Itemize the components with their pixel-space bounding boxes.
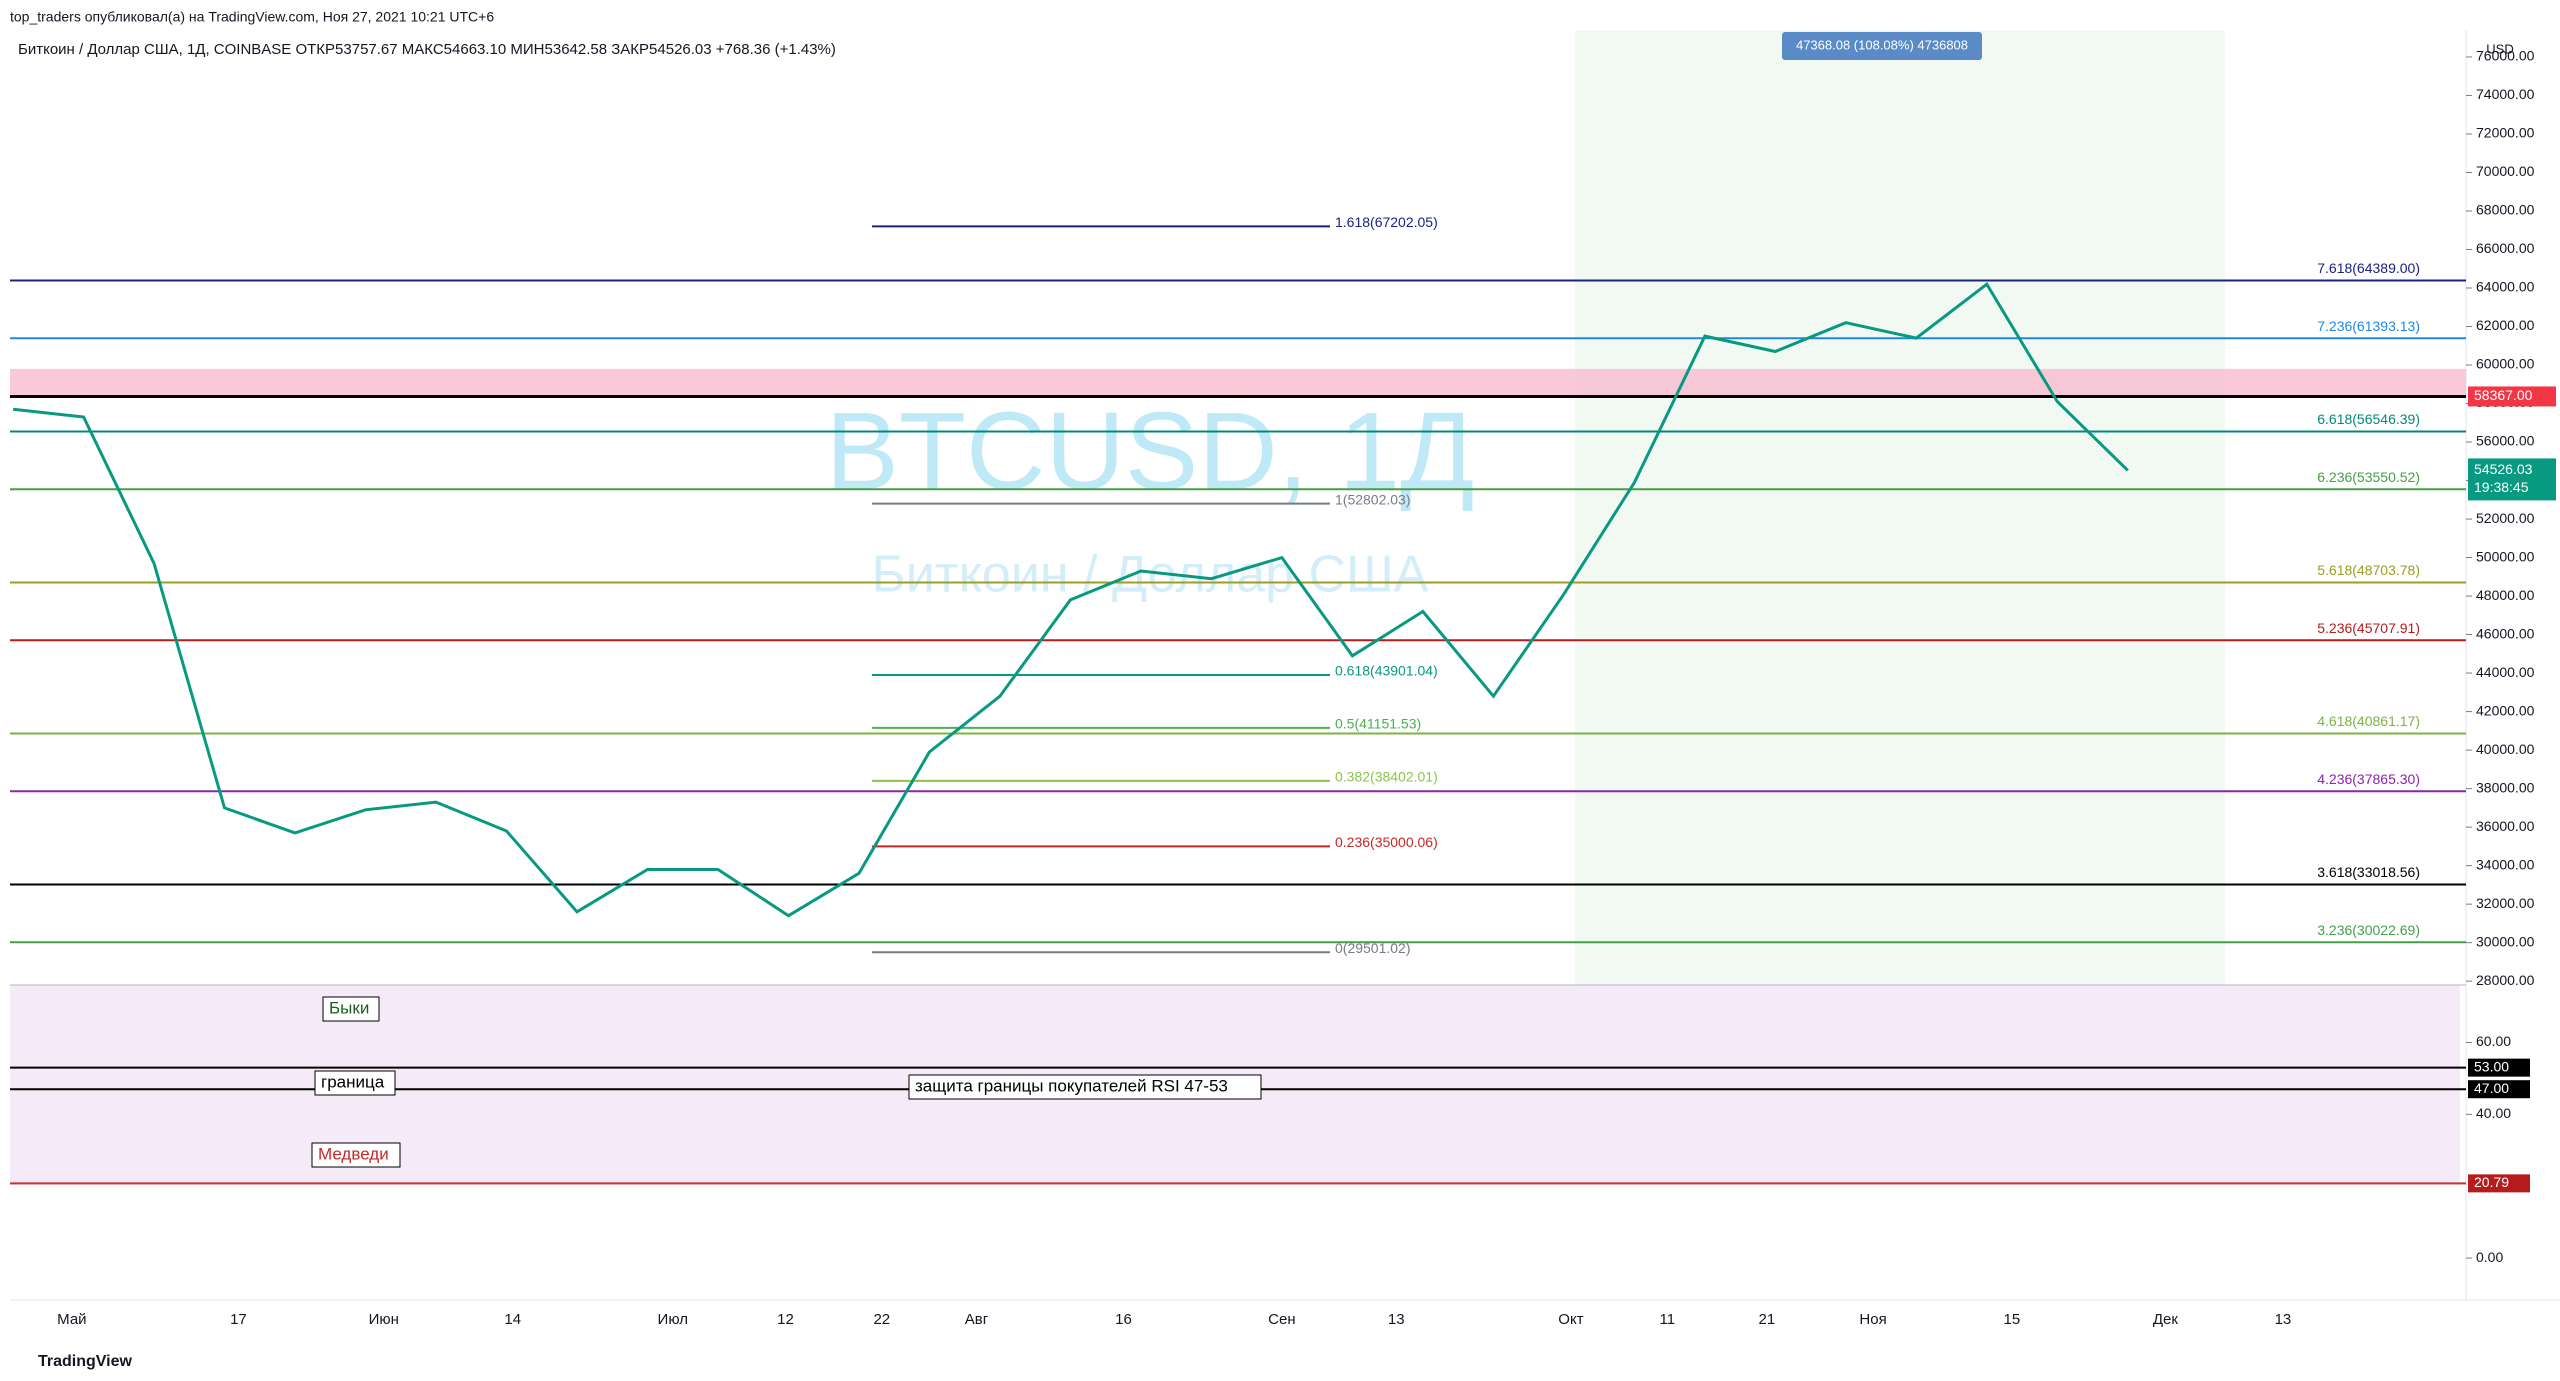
- x-tick-label: 17: [230, 1311, 247, 1328]
- rsi-tick-label: 0.00: [2476, 1249, 2503, 1265]
- y-tick-label: 72000.00: [2476, 125, 2535, 141]
- x-tick-label: 14: [504, 1311, 521, 1328]
- fib-label: 0.382(38402.01): [1335, 769, 1438, 785]
- x-tick-label: 13: [1388, 1311, 1405, 1328]
- bulls-label: Быки: [329, 998, 369, 1017]
- measure-label: 47368.08 (108.08%) 4736808: [1796, 37, 1968, 52]
- fib-label: 6.618(56546.39): [2317, 411, 2420, 427]
- y-tick-label: 48000.00: [2476, 587, 2535, 603]
- fib-label: 1.618(67202.05): [1335, 214, 1438, 230]
- x-tick-label: 11: [1660, 1311, 1676, 1328]
- title: Биткоин / Доллар США, 1Д, COINBASE ОТКР5…: [18, 41, 836, 58]
- price-line: [12, 281, 2129, 918]
- y-tick-label: 30000.00: [2476, 933, 2535, 949]
- bears-label: Медведи: [318, 1144, 389, 1163]
- rsi-level-tag: [2468, 1174, 2530, 1193]
- y-tick-label: 66000.00: [2476, 240, 2535, 256]
- last-price-label: 54526.03: [2474, 461, 2533, 477]
- watermark-sub: Биткоин / Доллар США: [872, 546, 1429, 604]
- fib-label: 0.236(35000.06): [1335, 834, 1438, 850]
- rsi-tick-label: 60.00: [2476, 1033, 2511, 1049]
- y-tick-label: 56000.00: [2476, 433, 2535, 449]
- x-tick-label: 21: [1759, 1311, 1776, 1328]
- x-tick-label: 16: [1115, 1311, 1132, 1328]
- fib-label: 6.236(53550.52): [2317, 469, 2420, 485]
- y-tick-label: 40000.00: [2476, 741, 2535, 757]
- rsi-level-tag: [2468, 1058, 2530, 1077]
- fib-label: 4.618(40861.17): [2317, 713, 2420, 729]
- bears-label-box: [311, 1142, 401, 1168]
- y-tick-label: 52000.00: [2476, 510, 2535, 526]
- fib-label: 0.618(43901.04): [1335, 663, 1438, 679]
- fib-label: 1(52802.03): [1335, 491, 1411, 507]
- rsi-annotation-box: [908, 1074, 1262, 1100]
- bulls-label-box: [322, 996, 380, 1022]
- y-tick-label: 36000.00: [2476, 818, 2535, 834]
- x-tick-label: Дек: [2153, 1311, 2179, 1328]
- y-tick-label: 46000.00: [2476, 625, 2535, 641]
- x-tick-label: Окт: [1558, 1311, 1583, 1328]
- rsi-level-tag: [2468, 1080, 2530, 1099]
- y-tick-label: 38000.00: [2476, 779, 2535, 795]
- y-tick-label: 32000.00: [2476, 895, 2535, 911]
- x-tick-label: 22: [873, 1311, 890, 1328]
- y-tick-label: 76000.00: [2476, 48, 2535, 64]
- currency: USD: [2486, 41, 2513, 56]
- fib-label: 3.236(30022.69): [2317, 922, 2420, 938]
- last-price-timer: 19:38:45: [2474, 479, 2529, 495]
- x-tick-label: 15: [2004, 1311, 2021, 1328]
- fib-label: 0.5(41151.53): [1335, 716, 1421, 732]
- border-label-box: [314, 1070, 396, 1096]
- y-tick-label: 70000.00: [2476, 163, 2535, 179]
- y-tick-label: 74000.00: [2476, 86, 2535, 102]
- resistance-zone: [10, 368, 2466, 398]
- fib-label: 7.618(64389.00): [2317, 260, 2420, 276]
- fib-label: 0(29501.02): [1335, 940, 1411, 956]
- border-label: граница: [321, 1072, 385, 1091]
- logo: TradingView: [38, 1353, 133, 1370]
- y-tick-label: 34000.00: [2476, 856, 2535, 872]
- x-tick-label: Авг: [965, 1311, 989, 1328]
- fib-label: 7.236(61393.13): [2317, 318, 2420, 334]
- y-tick-label: 68000.00: [2476, 202, 2535, 218]
- y-tick-label: 60000.00: [2476, 356, 2535, 372]
- x-tick-label: Май: [57, 1311, 86, 1328]
- resistance-tag: [2468, 386, 2556, 407]
- x-tick-label: Сен: [1268, 1311, 1295, 1328]
- fib-label: 5.618(48703.78): [2317, 562, 2420, 578]
- rsi-level-label: 53.00: [2474, 1058, 2509, 1074]
- rsi-level-label: 20.79: [2474, 1174, 2509, 1190]
- y-tick-label: 62000.00: [2476, 317, 2535, 333]
- y-tick-label: 44000.00: [2476, 664, 2535, 680]
- y-tick-label: 50000.00: [2476, 548, 2535, 564]
- y-tick-label: 42000.00: [2476, 702, 2535, 718]
- rsi-level-label: 47.00: [2474, 1080, 2509, 1096]
- last-price-tag: [2468, 458, 2556, 501]
- measure-tag: [1782, 32, 1982, 60]
- fib-label: 3.618(33018.56): [2317, 864, 2420, 880]
- rsi-annotation: защита границы покупателей RSI 47-53: [915, 1076, 1228, 1095]
- x-tick-label: 12: [777, 1311, 794, 1328]
- fib-label: 5.236(45707.91): [2317, 620, 2420, 636]
- header: top_traders опубликовал(а) на TradingVie…: [10, 9, 494, 25]
- rsi-tick-label: 40.00: [2476, 1105, 2511, 1121]
- x-tick-label: 13: [2275, 1311, 2292, 1328]
- x-tick-label: Июн: [369, 1311, 399, 1328]
- watermark: BTCUSD, 1Д: [825, 390, 1474, 513]
- x-tick-label: Июл: [658, 1311, 688, 1328]
- y-tick-label: 64000.00: [2476, 279, 2535, 295]
- resistance-label: 58367.00: [2474, 387, 2533, 403]
- y-tick-label: 28000.00: [2476, 972, 2535, 988]
- projection-zone: [1575, 30, 2225, 985]
- fib-label: 4.236(37865.30): [2317, 771, 2420, 787]
- x-tick-label: Ноя: [1859, 1311, 1886, 1328]
